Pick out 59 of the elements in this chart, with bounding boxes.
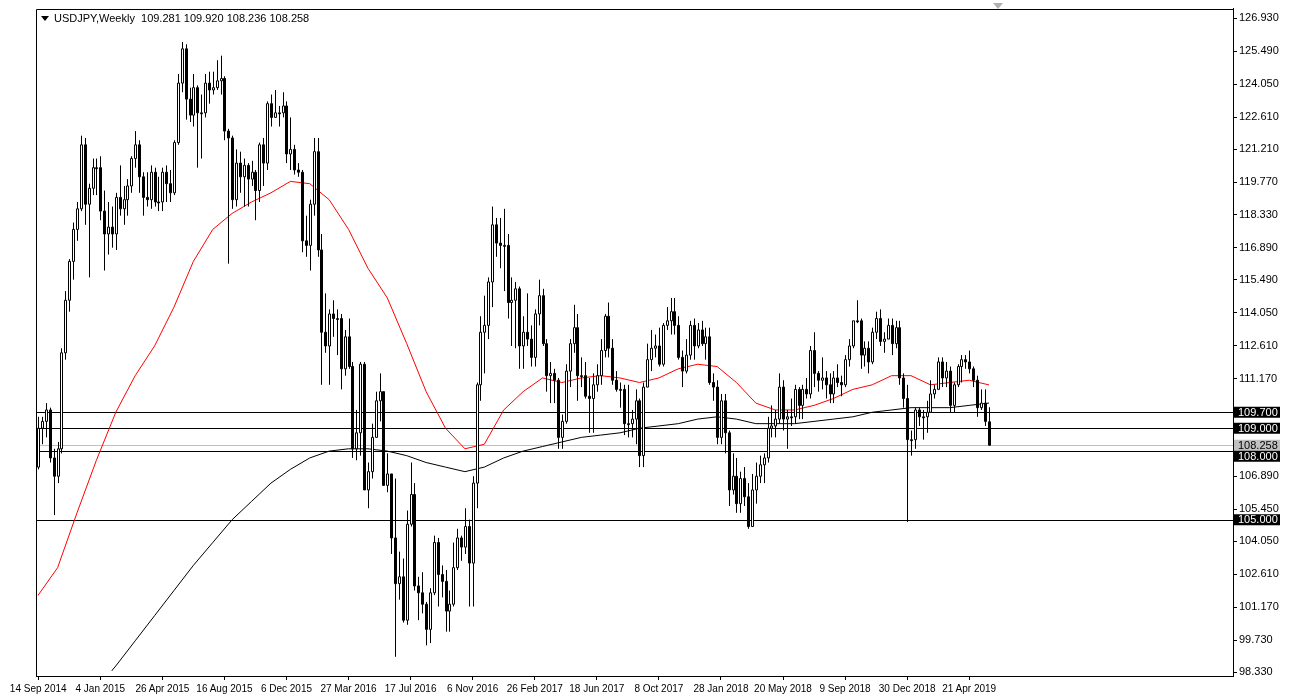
y-tick-label: 99.730 — [1239, 633, 1273, 646]
x-tick-label: 4 Jan 2015 — [75, 682, 126, 694]
y-tick-label: 106.890 — [1239, 469, 1279, 482]
y-tick-label: 112.610 — [1239, 338, 1278, 351]
candlestick — [960, 354, 963, 384]
y-tick-label: 124.050 — [1239, 77, 1279, 90]
candlestick — [829, 372, 832, 404]
y-tick-label: 101.170 — [1239, 600, 1279, 613]
y-tick-label: 118.330 — [1239, 208, 1278, 221]
ref-line-label: 109.000 — [1238, 421, 1278, 434]
candlestick — [437, 537, 440, 608]
x-tick-label: 18 Jun 2017 — [569, 682, 625, 694]
x-tick-label: 30 Dec 2018 — [878, 682, 936, 694]
x-tick-label: 17 Jul 2016 — [384, 682, 437, 694]
x-tick-label: 14 Sep 2014 — [9, 682, 68, 694]
y-tick-label: 104.050 — [1239, 534, 1279, 547]
y-tick-label: 122.610 — [1239, 110, 1279, 123]
candlestick — [216, 59, 219, 91]
y-tick-label: 102.610 — [1239, 567, 1279, 580]
ref-line-label: 109.700 — [1238, 405, 1278, 418]
x-tick-label: 6 Nov 2016 — [447, 682, 499, 694]
x-tick-label: 27 Mar 2016 — [320, 682, 378, 694]
x-tick-label: 26 Feb 2017 — [506, 682, 564, 694]
candlestick — [154, 167, 157, 208]
candlestick — [658, 327, 661, 368]
chart-title: USDJPY,Weekly 109.281 109.920 108.236 108.258 — [54, 12, 310, 24]
candlestick — [891, 318, 894, 356]
y-tick-label: 126.930 — [1239, 11, 1279, 24]
x-tick-label: 9 Sep 2018 — [819, 682, 872, 694]
y-tick-label: 116.890 — [1239, 240, 1278, 253]
candlestick — [185, 43, 188, 121]
x-tick-label: 26 Apr 2015 — [135, 682, 190, 694]
y-tick-label: 98.330 — [1239, 665, 1273, 678]
y-tick-label: 111.170 — [1239, 371, 1278, 384]
ref-line-label: 105.000 — [1238, 513, 1278, 526]
candlestick — [445, 569, 448, 633]
ref-line-label: 108.258 — [1238, 438, 1278, 451]
candlestick — [247, 162, 250, 208]
y-tick-label: 114.050 — [1239, 305, 1278, 318]
x-tick-label: 28 Jan 2018 — [693, 682, 749, 694]
candlestick — [735, 457, 738, 514]
y-tick-label: 115.490 — [1239, 272, 1278, 285]
ref-line-label: 108.000 — [1238, 449, 1278, 462]
candlestick — [518, 286, 521, 370]
x-tick-label: 21 Apr 2019 — [942, 682, 997, 694]
x-tick-label: 16 Aug 2015 — [196, 682, 253, 694]
candlestick — [693, 318, 696, 361]
y-tick-label: 119.770 — [1239, 175, 1278, 188]
candlestick — [340, 313, 343, 390]
candlestick — [941, 356, 944, 388]
candlestick — [150, 164, 153, 210]
candlestick — [161, 167, 164, 212]
x-tick-label: 6 Dec 2015 — [260, 682, 313, 694]
x-tick-label: 8 Oct 2017 — [634, 682, 684, 694]
x-tick-label: 20 May 2018 — [754, 682, 813, 694]
candlestick — [670, 297, 673, 336]
y-tick-label: 121.210 — [1239, 142, 1279, 155]
y-tick-label: 125.490 — [1239, 44, 1279, 57]
y-tick-label: 105.450 — [1239, 502, 1279, 515]
